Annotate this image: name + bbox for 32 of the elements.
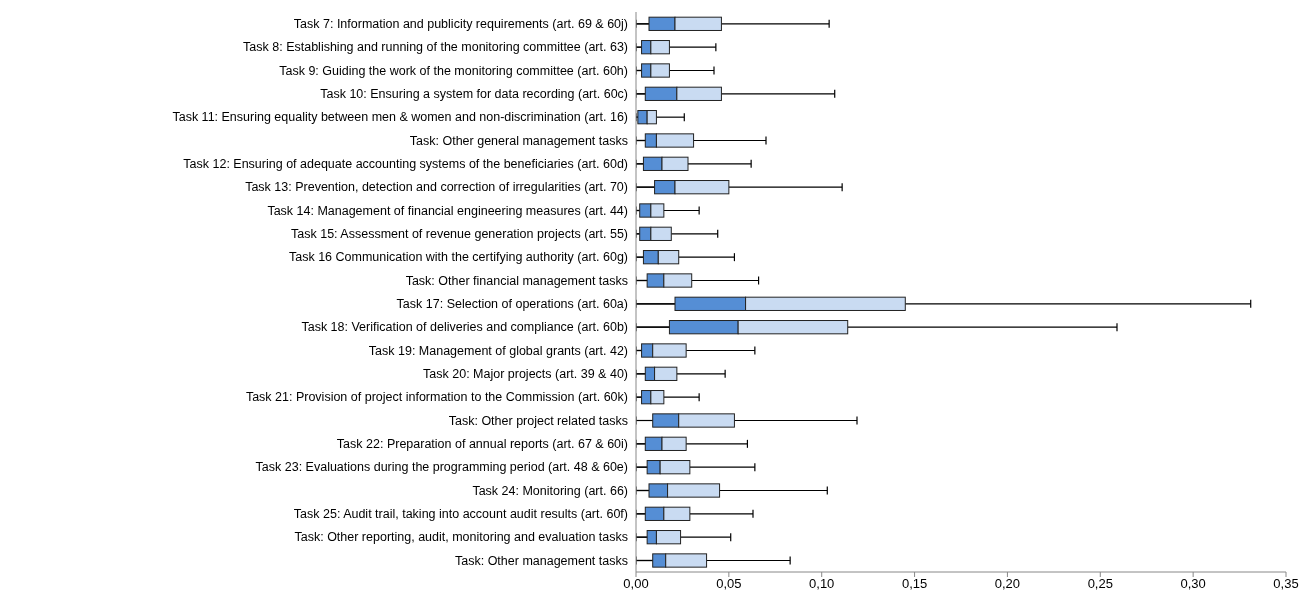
y-tick-label: Task 16 Communication with the certifying authority (art. 60g) — [288, 250, 628, 265]
y-tick-label: Task 23: Evaluations during the programming period (art. 48 & 60e) — [255, 460, 628, 475]
y-tick-label: Task 21: Provision of project information to the Commission (art. 60k) — [245, 390, 628, 405]
x-tick-label: 0,20 — [994, 576, 1021, 592]
x-tick-label: 0,10 — [809, 576, 835, 592]
x-tick-label: 0,35 — [1273, 576, 1299, 592]
y-tick-label: Task 13: Prevention, detection and correction of irregularities (art. 70) — [245, 180, 628, 195]
y-tick-label: Task: Other financial management tasks — [405, 273, 628, 288]
x-tick-label: 0,25 — [1087, 576, 1113, 592]
y-tick-label: Task 20: Major projects (art. 39 & 40) — [423, 367, 628, 382]
y-tick-label: Task 19: Management of global grants (art. 42) — [368, 343, 628, 358]
y-tick-label: Task 25: Audit trail, taking into account audit results (art. 60f) — [293, 507, 628, 522]
y-tick-label: Task 14: Management of financial engineering measures (art. 44) — [267, 203, 628, 218]
y-tick-label: Task 11: Ensuring equality between men & women and non-discrimination (art. 16) — [172, 110, 628, 125]
y-tick-label: Task 9: Guiding the work of the monitoring committee (art. 60h) — [279, 63, 628, 78]
y-tick-label: Task 17: Selection of operations (art. 60a) — [396, 297, 628, 312]
y-tick-label: Task: Other reporting, audit, monitoring and evaluation tasks — [294, 530, 628, 545]
y-tick-label: Task 18: Verification of deliveries and compliance (art. 60b) — [301, 320, 628, 335]
y-tick-label: Task: Other general management tasks — [409, 133, 628, 148]
y-tick-label: Task 22: Preparation of annual reports (art. 67 & 60i) — [336, 437, 628, 452]
y-tick-label: Task: Other project related tasks — [448, 413, 628, 428]
y-tick-label: Task 7: Information and publicity requirements (art. 69 & 60j) — [293, 17, 628, 32]
x-tick-label: 0,30 — [1180, 576, 1206, 592]
x-tick-label: 0,00 — [623, 576, 649, 592]
y-tick-label: Task 10: Ensuring a system for data recording (art. 60c) — [320, 87, 628, 102]
y-tick-label: Task 24: Monitoring (art. 66) — [472, 483, 628, 498]
y-tick-label: Task 12: Ensuring of adequate accounting systems of the beneficiaries (art. 60d) — [183, 157, 628, 172]
y-tick-label: Task 8: Establishing and running of the monitoring committee (art. 63) — [243, 40, 628, 55]
y-tick-label: Task: Other management tasks — [455, 553, 628, 568]
x-tick-label: 0,15 — [901, 576, 928, 592]
x-tick-label: 0,05 — [716, 576, 742, 592]
y-tick-label: Task 15: Assessment of revenue generation projects (art. 55) — [291, 227, 628, 242]
